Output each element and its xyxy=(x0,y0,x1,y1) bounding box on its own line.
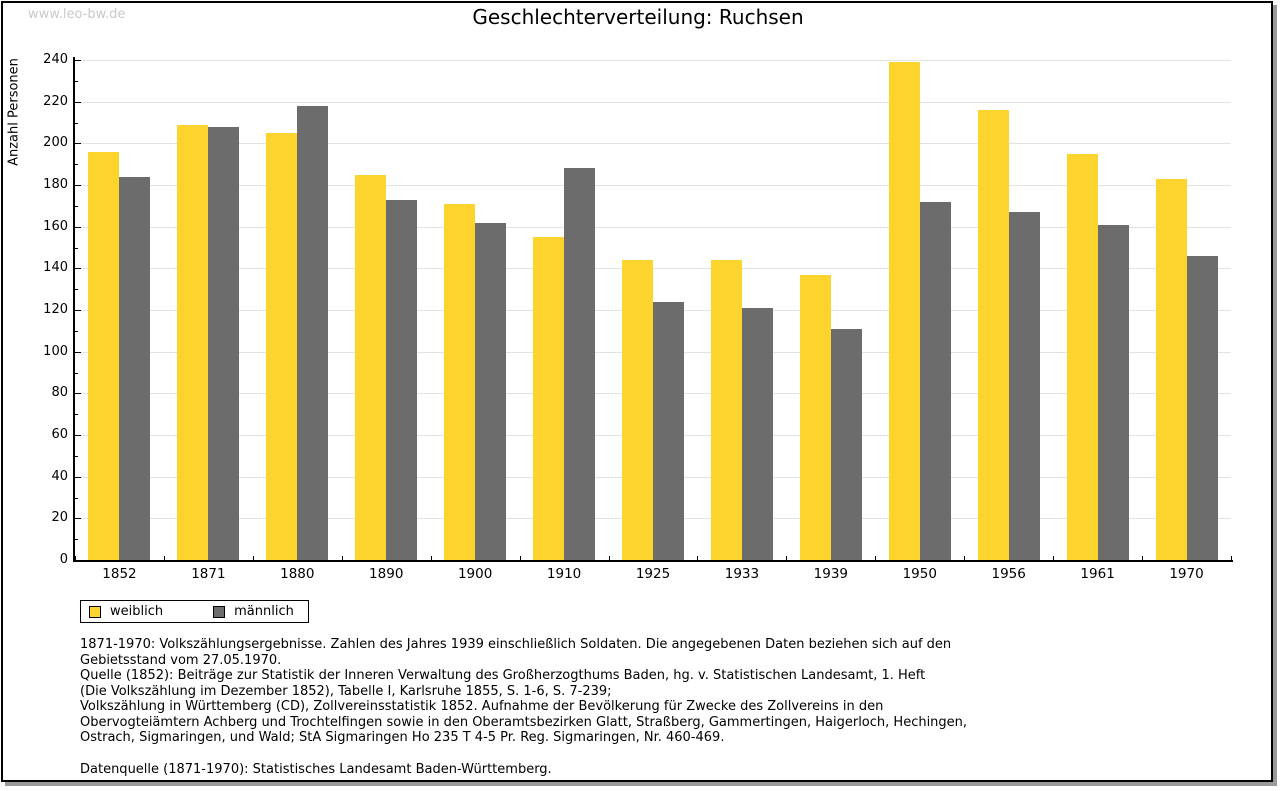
bar-group-1950 xyxy=(875,60,964,560)
x-axis-tick xyxy=(519,556,521,560)
x-axis-tick xyxy=(163,556,165,560)
x-axis-tick xyxy=(252,556,254,560)
bar-weiblich-1890 xyxy=(355,174,387,560)
x-axis-tick xyxy=(608,556,610,560)
legend-item-männlich: männlich xyxy=(213,604,294,619)
bar-group-1925 xyxy=(609,60,698,560)
bar-weiblich-1970 xyxy=(1155,178,1187,560)
source-note-line: (Die Volkszählung im Dezember 1852), Tab… xyxy=(80,683,612,699)
bar-group-1852 xyxy=(75,60,164,560)
bar-weiblich-1961 xyxy=(1066,153,1098,560)
bar-weiblich-1956 xyxy=(977,110,1009,560)
legend: weiblich männlich xyxy=(80,600,309,623)
bar-männlich-1890 xyxy=(386,199,418,560)
bar-männlich-1961 xyxy=(1097,224,1129,560)
x-tick-label: 1871 xyxy=(191,566,226,582)
bar-chart-plot-area xyxy=(75,60,1232,560)
x-tick-label: 1925 xyxy=(635,566,671,582)
bar-weiblich-1880 xyxy=(266,132,298,560)
x-axis-tick xyxy=(786,556,788,560)
x-tick-label: 1961 xyxy=(1080,566,1115,582)
bar-weiblich-1925 xyxy=(621,260,653,560)
gridline xyxy=(75,226,1231,228)
data-source-note: Datenquelle (1871-1970): Statistisches L… xyxy=(80,761,552,777)
bar-group-1939 xyxy=(786,60,875,560)
source-note: 1871-1970: Volkszählungsergebnisse. Zahl… xyxy=(80,637,967,777)
bar-weiblich-1910 xyxy=(533,237,565,560)
bar-group-1956 xyxy=(964,60,1053,560)
legend-label: männlich xyxy=(234,604,294,619)
bar-weiblich-1939 xyxy=(799,274,831,560)
legend-swatch-weiblich xyxy=(89,605,101,618)
gridline xyxy=(75,101,1231,103)
x-tick-label: 1970 xyxy=(1169,566,1204,582)
x-axis-tick xyxy=(430,556,432,560)
x-tick-label: 1939 xyxy=(813,566,849,582)
x-axis-tick xyxy=(75,556,76,560)
bar-weiblich-1950 xyxy=(888,62,920,560)
x-tick-label: 1900 xyxy=(457,566,493,582)
x-axis-tick-labels: 1852 1871 1880 1890 1900 1910 1925 1933 1939 1950… xyxy=(75,566,1231,582)
bar-group-1933 xyxy=(697,60,786,560)
x-tick-label: 1890 xyxy=(369,566,404,582)
legend-label: weiblich xyxy=(110,604,164,619)
source-note-line: Obervogteiämtern Achberg und Trochtelfin… xyxy=(80,714,968,730)
bar-männlich-1852 xyxy=(119,176,151,560)
bar-weiblich-1852 xyxy=(88,151,120,560)
x-axis-tick xyxy=(1142,556,1144,560)
x-axis-tick xyxy=(875,556,877,560)
x-tick-label: 1950 xyxy=(902,566,937,582)
x-axis-tick xyxy=(697,556,699,560)
x-axis-tick xyxy=(1231,556,1232,560)
source-note-line: Quelle (1852): Beiträge zur Statistik de… xyxy=(80,668,926,683)
legend-item-weiblich: weiblich xyxy=(89,604,163,619)
gridline xyxy=(75,60,1231,61)
gridline xyxy=(75,185,1231,186)
gridline xyxy=(75,268,1231,270)
chart-title: Geschlechterverteilung: Ruchsen xyxy=(472,5,804,29)
x-tick-label: 1910 xyxy=(546,566,582,582)
bar-männlich-1910 xyxy=(564,168,596,560)
x-tick-label: 1933 xyxy=(724,566,760,582)
bar-männlich-1900 xyxy=(475,222,507,560)
x-axis-tick xyxy=(1053,556,1055,560)
bar-group-1871 xyxy=(164,60,253,560)
bar-group-1890 xyxy=(342,60,431,560)
bar-weiblich-1900 xyxy=(444,203,476,560)
bar-männlich-1939 xyxy=(830,328,862,560)
watermark: www.leo-bw.de xyxy=(28,7,126,22)
bar-weiblich-1933 xyxy=(710,260,742,560)
y-axis-label: Anzahl Personen xyxy=(6,58,22,166)
source-note-line: Gebietsstand vom 27.05.1970. xyxy=(80,652,282,668)
bar-group-1961 xyxy=(1053,60,1142,560)
x-tick-label: 1880 xyxy=(280,566,315,582)
source-note-line: 1871-1970: Volkszählungsergebnisse. Zahl… xyxy=(80,637,952,652)
gridline xyxy=(75,143,1231,145)
x-tick-label: 1956 xyxy=(991,566,1026,582)
bar-group-1880 xyxy=(253,60,342,560)
bar-group-1900 xyxy=(431,60,520,560)
bar-männlich-1950 xyxy=(919,201,951,560)
bar-männlich-1871 xyxy=(208,126,240,560)
bar-männlich-1970 xyxy=(1186,255,1218,560)
x-tick-label: 1852 xyxy=(102,566,137,582)
x-axis-tick xyxy=(341,556,343,560)
bar-group-1970 xyxy=(1142,60,1231,560)
bar-männlich-1956 xyxy=(1008,212,1040,560)
bar-groups xyxy=(75,60,1231,560)
bar-weiblich-1871 xyxy=(177,124,209,560)
source-note-line: Ostrach, Sigmaringen, und Wald; StA Sigm… xyxy=(80,730,725,745)
source-note-line: Volkszählung in Württemberg (CD), Zollve… xyxy=(80,699,884,714)
x-axis-tick xyxy=(964,556,966,560)
bar-group-1910 xyxy=(520,60,609,560)
bar-männlich-1880 xyxy=(297,105,329,560)
bar-männlich-1925 xyxy=(652,301,684,560)
bar-männlich-1933 xyxy=(741,307,773,560)
legend-swatch-männlich xyxy=(213,605,226,618)
